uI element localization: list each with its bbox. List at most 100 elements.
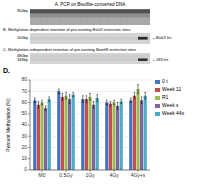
- error-line: [93, 101, 94, 108]
- y-axis: [30, 80, 31, 170]
- error-cap: [34, 102, 36, 103]
- legend-swatch: [155, 96, 160, 100]
- legend-swatch: [155, 104, 160, 108]
- error-cap: [144, 92, 146, 93]
- error-line: [69, 95, 70, 104]
- gel-lane: [100, 9, 101, 25]
- error-line: [97, 95, 98, 102]
- error-line: [38, 101, 39, 108]
- error-bar: [82, 96, 84, 103]
- bar: [129, 100, 132, 170]
- error-line: [145, 92, 146, 99]
- bar: [109, 104, 112, 170]
- y-tick-label: 30: [21, 133, 27, 139]
- x-tick-label: 0.5Gy: [59, 172, 73, 178]
- error-cap: [106, 100, 108, 101]
- annotation: 100bp: [17, 35, 29, 40]
- bar: [57, 91, 60, 170]
- error-cap: [38, 101, 40, 102]
- bar: [81, 99, 84, 170]
- y-tick-label: 70: [21, 88, 27, 94]
- bar: [64, 96, 67, 170]
- error-cap: [110, 105, 112, 106]
- annotation: C. Methylation-independent retention of …: [3, 47, 136, 52]
- gel-band: [30, 14, 150, 18]
- y-tick-label: 50: [21, 110, 27, 116]
- error-cap: [45, 110, 47, 111]
- error-cap: [120, 103, 122, 104]
- error-line: [45, 106, 46, 111]
- gel-lane: [47, 9, 48, 25]
- error-line: [86, 96, 87, 103]
- bar: [105, 103, 108, 171]
- gel-lane: [80, 9, 81, 25]
- gel-lane: [107, 9, 108, 25]
- legend-swatch: [155, 112, 160, 116]
- bars: [33, 85, 147, 171]
- bar: [136, 89, 139, 170]
- legend: 0 tWeek 11R1Week sWeek 44s: [155, 78, 185, 116]
- bar: [33, 100, 36, 170]
- x-tick-label: M0: [39, 172, 46, 178]
- gel-lane: [127, 9, 128, 25]
- gel-band: [138, 37, 148, 40]
- error-bar: [93, 101, 95, 108]
- x-tick-label: 4Gy+s: [131, 172, 146, 178]
- annotation: 354bp: [17, 8, 29, 13]
- error-bar: [89, 94, 91, 101]
- error-cap: [144, 99, 146, 100]
- error-cap: [82, 95, 84, 96]
- error-cap: [93, 101, 95, 102]
- error-cap: [113, 100, 115, 101]
- error-cap: [113, 104, 115, 105]
- annotation: ←183 frs: [152, 57, 168, 62]
- error-line: [134, 92, 135, 99]
- gel-lane: [140, 9, 141, 25]
- y-tick-label: 40: [21, 121, 27, 127]
- error-bar: [62, 94, 64, 101]
- error-bar: [58, 89, 60, 94]
- error-bar: [34, 98, 36, 103]
- error-cap: [141, 96, 143, 97]
- error-cap: [106, 104, 108, 105]
- error-bar: [86, 96, 88, 103]
- error-bar: [41, 100, 43, 105]
- gel-lane: [120, 9, 121, 25]
- error-bar: [106, 100, 108, 105]
- error-cap: [130, 98, 132, 99]
- gel-lane: [60, 9, 61, 25]
- error-line: [121, 99, 122, 104]
- bar: [133, 96, 136, 170]
- bar: [72, 95, 75, 170]
- error-line: [82, 96, 83, 103]
- error-line: [130, 98, 131, 103]
- error-cap: [117, 109, 119, 110]
- error-cap: [72, 92, 74, 93]
- gel-lane: [73, 9, 74, 25]
- error-bar: [113, 100, 115, 105]
- error-cap: [34, 98, 36, 99]
- annotation: B. Methylation-dependent retention of pr…: [3, 27, 130, 32]
- error-cap: [86, 95, 88, 96]
- legend-swatch: [155, 88, 160, 92]
- error-cap: [120, 99, 122, 100]
- y-tick-label: 20: [21, 144, 27, 150]
- error-cap: [96, 94, 98, 95]
- error-cap: [110, 101, 112, 102]
- bar: [40, 103, 43, 171]
- error-cap: [45, 105, 47, 106]
- gel-background: [30, 9, 150, 25]
- error-bar: [130, 98, 132, 103]
- error-line: [34, 98, 35, 103]
- bar: [116, 106, 119, 170]
- x-tick-label: 1Gy: [85, 172, 95, 178]
- bar: [120, 101, 123, 170]
- error-cap: [62, 100, 64, 101]
- error-cap: [38, 108, 40, 109]
- y-axis-label: Percent Methylation (%): [5, 98, 11, 152]
- bar: [68, 99, 71, 170]
- legend-label: 0 t: [162, 78, 168, 84]
- grid-line: [30, 91, 150, 92]
- y-tick-label: 80: [21, 76, 27, 82]
- bar: [140, 100, 143, 170]
